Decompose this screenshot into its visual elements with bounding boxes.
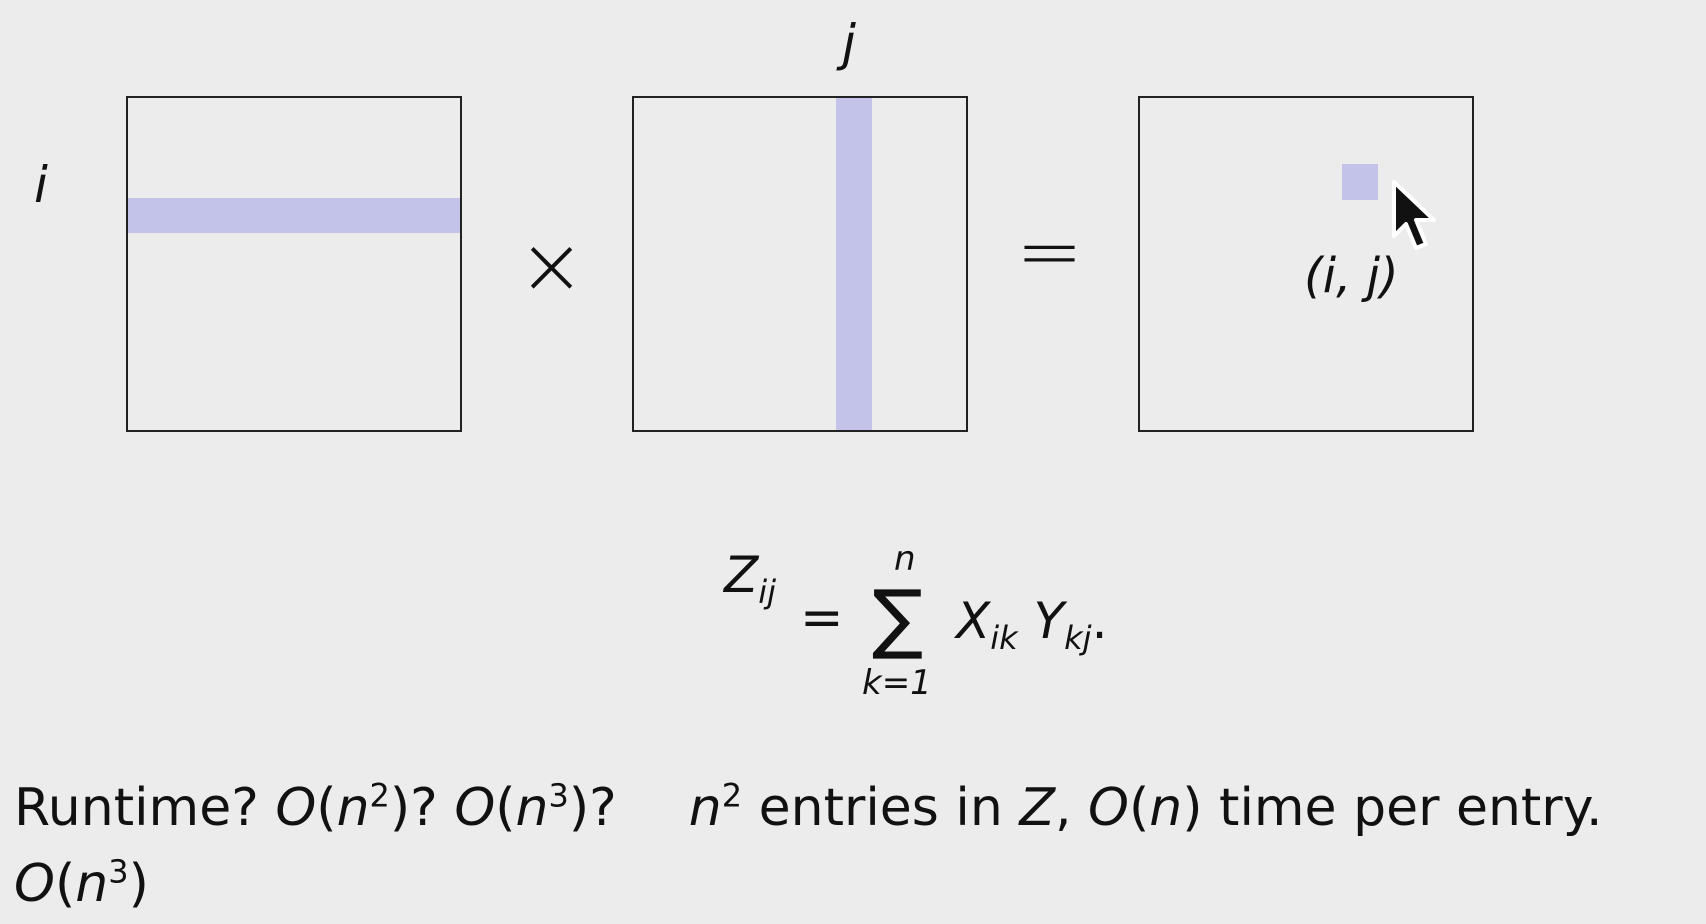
term-y: Y xyxy=(1033,592,1065,650)
cell-label: (i, j) xyxy=(1304,248,1399,304)
term-x-sub: ik xyxy=(990,619,1018,657)
exp-answer: 3 xyxy=(108,852,129,891)
close-q-2: )? xyxy=(568,778,617,838)
matrix-z xyxy=(1138,96,1474,432)
big-o-3: O xyxy=(1088,778,1129,838)
sigma-upper-limit: n xyxy=(894,539,916,579)
big-o-1: O xyxy=(275,778,317,838)
paren-2: ( xyxy=(495,778,516,838)
sigma-symbol: ∑ xyxy=(872,573,924,662)
paren-3: ( xyxy=(1128,778,1150,838)
row-index-label: i xyxy=(34,156,48,214)
time-per-entry: ) time per entry. xyxy=(1182,778,1603,838)
column-highlight xyxy=(836,98,872,430)
formula-rhs: Xik Ykj. xyxy=(956,596,1107,654)
term-x: X xyxy=(956,592,991,650)
big-o-answer: O xyxy=(14,854,55,914)
row-highlight xyxy=(128,198,460,233)
formula-lhs-sub: ij xyxy=(758,573,777,611)
answer-line: O(n3) xyxy=(14,856,149,910)
close-answer: ) xyxy=(128,854,149,914)
z-var: Z xyxy=(1019,778,1055,838)
n-answer: n xyxy=(75,854,109,914)
equals-operator: = xyxy=(1016,205,1084,298)
n-1: n xyxy=(336,778,370,838)
runtime-line: Runtime? O(n2)? O(n3)? n2 entries in Z, O… xyxy=(14,780,1603,834)
entries-text: entries in xyxy=(742,778,1020,838)
formula-lhs: Z xyxy=(724,546,759,604)
cell-highlight xyxy=(1342,164,1378,200)
paren-answer: ( xyxy=(54,854,76,914)
sigma-lower-text: k=1 xyxy=(862,663,932,703)
n-2: n xyxy=(515,778,549,838)
comma: , xyxy=(1054,778,1089,838)
close-q-1: )? xyxy=(389,778,455,838)
runtime-question: Runtime? xyxy=(14,778,276,838)
term-y-sub: kj xyxy=(1064,619,1092,657)
exp-entries: 2 xyxy=(721,776,743,815)
col-index-label: j xyxy=(842,14,856,72)
paren-1: ( xyxy=(316,778,337,838)
summation-formula: Zij xyxy=(724,550,776,608)
matrix-y xyxy=(632,96,968,432)
exp-3: 3 xyxy=(548,776,569,815)
matrix-x xyxy=(126,96,462,432)
n-3: n xyxy=(688,778,722,838)
formula-end: . xyxy=(1091,592,1108,650)
formula-equals: = xyxy=(800,588,844,648)
n-4: n xyxy=(1149,778,1183,838)
big-o-2: O xyxy=(454,778,496,838)
mouse-cursor-icon xyxy=(1392,180,1436,250)
sigma-lower-limit: k=1 xyxy=(862,666,932,700)
exp-2: 2 xyxy=(369,776,390,815)
times-operator: × xyxy=(518,219,586,312)
